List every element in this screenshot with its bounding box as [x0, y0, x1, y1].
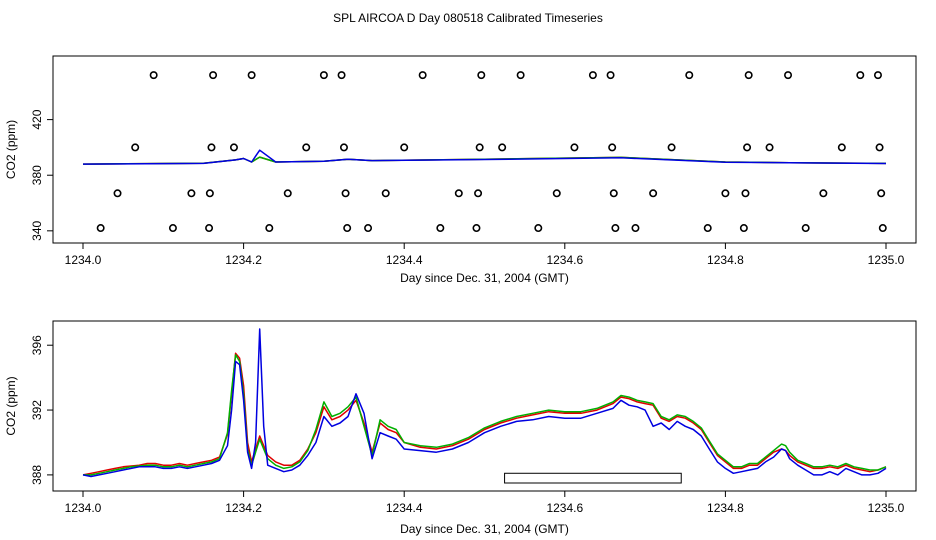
calibration-point: [606, 71, 615, 80]
series-line-blue: [82, 149, 887, 165]
calibration-point: [819, 189, 828, 198]
x-tick-label: 1234.2: [225, 253, 262, 267]
x-tick-label: 1234.6: [546, 501, 583, 515]
calibration-point: [149, 71, 158, 80]
calibration-point: [477, 71, 486, 80]
calibration-point: [319, 71, 328, 80]
x-tick-label: 1235.0: [868, 253, 905, 267]
calibration-point: [454, 189, 463, 198]
plot-frame: [52, 55, 917, 244]
plot-area: [82, 328, 887, 478]
calibration-point: [205, 224, 214, 233]
calibration-point: [765, 143, 774, 152]
y-axis-label: CO2 (ppm): [4, 376, 18, 435]
calibration-point: [877, 189, 886, 198]
calibration-point: [207, 143, 216, 152]
calibration-point: [703, 224, 712, 233]
plot-frame: [52, 320, 917, 492]
calibration-point: [873, 71, 882, 80]
x-tick-label: 1234.0: [65, 253, 102, 267]
calibration-point: [475, 143, 484, 152]
calibration-point: [364, 224, 373, 233]
calibration-point: [343, 224, 352, 233]
y-tick-label: 396: [30, 335, 44, 355]
x-axis-label: Day since Dec. 31, 2004 (GMT): [400, 271, 569, 285]
calibration-point: [341, 189, 350, 198]
calibration-point: [801, 224, 810, 233]
calibration-point: [283, 189, 292, 198]
calibration-point: [418, 71, 427, 80]
calibration-point: [498, 143, 507, 152]
calibration-point: [739, 224, 748, 233]
calibration-point: [608, 143, 617, 152]
calibration-point: [96, 224, 105, 233]
calibration-point: [113, 189, 122, 198]
calibration-point: [247, 71, 256, 80]
calibration-point: [205, 189, 214, 198]
calibration-point: [168, 224, 177, 233]
calibration-point: [685, 71, 694, 80]
calibration-point: [534, 224, 543, 233]
x-tick-label: 1234.0: [65, 501, 102, 515]
calibration-point: [856, 71, 865, 80]
calibration-point: [552, 189, 561, 198]
x-tick-label: 1234.8: [707, 501, 744, 515]
series-line-red: [82, 352, 887, 476]
y-tick-label: 392: [30, 400, 44, 420]
calibration-point: [472, 224, 481, 233]
calibration-point: [187, 189, 196, 198]
x-tick-label: 1234.6: [546, 253, 583, 267]
x-tick-label: 1235.0: [868, 501, 905, 515]
y-tick-label: 340: [30, 220, 44, 240]
y-tick-label: 388: [30, 465, 44, 485]
calibration-point: [631, 224, 640, 233]
calibration-point: [609, 189, 618, 198]
calibration-point: [265, 224, 274, 233]
x-tick-label: 1234.4: [386, 253, 423, 267]
calibration-point: [474, 189, 483, 198]
calibration-point: [339, 143, 348, 152]
calibration-point: [229, 143, 238, 152]
calibration-point: [744, 71, 753, 80]
series-line-green: [83, 354, 887, 476]
figure-title: SPL AIRCOA D Day 080518 Calibrated Times…: [333, 11, 603, 25]
calibration-point: [400, 143, 409, 152]
calibration-point: [337, 71, 346, 80]
calibration-point: [516, 71, 525, 80]
calibration-point: [875, 143, 884, 152]
calibration-point: [209, 71, 218, 80]
calibration-point: [436, 224, 445, 233]
calibration-point: [649, 189, 658, 198]
timeseries-panel: 1234.0 1234.2 1234.4 1234.6 1234.8 1235.0 388 3…: [4, 320, 917, 536]
calibration-point: [570, 143, 579, 152]
calibration-point: [784, 71, 793, 80]
calibration-point: [611, 224, 620, 233]
series-line-blue: [82, 328, 887, 478]
x-tick-label: 1234.4: [386, 501, 423, 515]
x-axis-label: Day since Dec. 31, 2004 (GMT): [400, 522, 569, 536]
calibration-point: [743, 143, 752, 152]
calibration-point: [588, 71, 597, 80]
plot-area: [82, 149, 887, 165]
y-tick-label: 420: [30, 109, 44, 129]
calibration-point: [741, 189, 750, 198]
calibration-point: [131, 143, 140, 152]
calibration-point: [837, 143, 846, 152]
calibration-point: [302, 143, 311, 152]
calibration-point: [381, 189, 390, 198]
x-tick-label: 1234.2: [225, 501, 262, 515]
calibration-point: [667, 143, 676, 152]
selection-marker-box: [504, 472, 682, 484]
calibration-panel: 1234.0 1234.2 1234.4 1234.6 1234.8 1235.0 340 3…: [4, 55, 917, 285]
calibration-point: [878, 224, 887, 233]
x-tick-label: 1234.8: [707, 253, 744, 267]
y-tick-label: 380: [30, 165, 44, 185]
y-axis-label: CO2 (ppm): [4, 120, 18, 179]
calibration-point: [721, 189, 730, 198]
